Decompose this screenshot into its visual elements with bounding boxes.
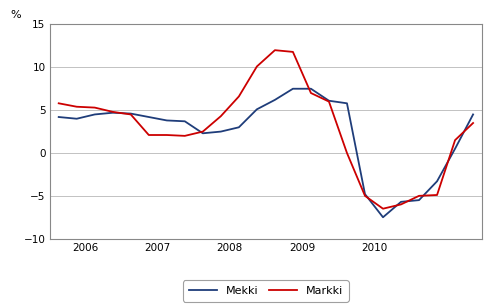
Markki (92, 106, 98, 110)
Mekki (74, 117, 80, 121)
Mekki (92, 113, 98, 116)
Markki (56, 102, 62, 105)
Mekki (416, 198, 422, 202)
Mekki (344, 102, 350, 105)
Mekki (326, 99, 332, 103)
Mekki (236, 125, 242, 129)
Markki (380, 207, 386, 211)
Markki (434, 193, 440, 197)
Mekki (470, 113, 476, 116)
Mekki (272, 98, 278, 102)
Mekki (290, 87, 296, 91)
Markki (146, 133, 152, 137)
Markki (362, 194, 368, 198)
Mekki (308, 87, 314, 91)
Mekki (128, 112, 134, 115)
Text: %: % (11, 10, 21, 20)
Mekki (380, 215, 386, 219)
Legend: Mekki, Markki: Mekki, Markki (183, 280, 348, 302)
Mekki (146, 115, 152, 119)
Markki (254, 65, 260, 68)
Markki (452, 138, 458, 142)
Markki (164, 133, 170, 137)
Markki (110, 110, 116, 114)
Markki (398, 203, 404, 206)
Markki (308, 91, 314, 95)
Markki (74, 105, 80, 109)
Mekki (452, 147, 458, 151)
Markki (128, 113, 134, 116)
Mekki (398, 200, 404, 204)
Markki (416, 194, 422, 198)
Markki (326, 100, 332, 103)
Mekki (362, 192, 368, 196)
Markki (182, 134, 188, 138)
Markki (290, 50, 296, 54)
Markki (272, 48, 278, 52)
Line: Markki: Markki (59, 50, 473, 209)
Markki (200, 130, 206, 133)
Markki (470, 121, 476, 125)
Mekki (164, 119, 170, 122)
Markki (344, 151, 350, 155)
Mekki (218, 130, 224, 133)
Markki (236, 95, 242, 98)
Mekki (110, 111, 116, 114)
Mekki (56, 115, 62, 119)
Mekki (200, 132, 206, 135)
Mekki (254, 107, 260, 111)
Line: Mekki: Mekki (59, 89, 473, 217)
Mekki (182, 119, 188, 123)
Mekki (434, 179, 440, 183)
Markki (218, 114, 224, 118)
